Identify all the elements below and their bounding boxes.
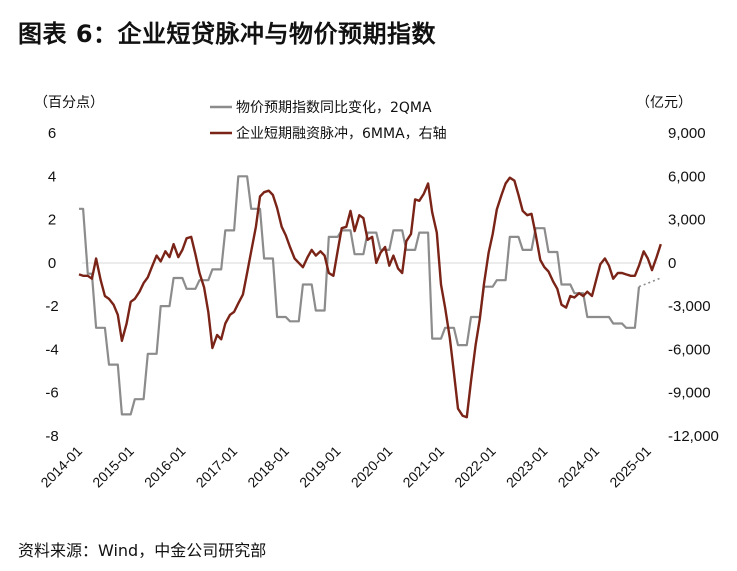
- x-tick-label: 2025-01: [606, 443, 654, 491]
- left-tick-label: 6: [48, 125, 56, 142]
- x-tick-label: 2021-01: [399, 443, 447, 491]
- right-axis-unit: （亿元）: [636, 95, 692, 111]
- right-tick-label: 3,000: [668, 212, 706, 229]
- series-line-price-expectation: [79, 175, 641, 416]
- x-tick-label: 2023-01: [503, 443, 551, 491]
- x-tick-label: 2019-01: [296, 443, 344, 491]
- left-tick-label: -2: [45, 298, 58, 315]
- x-tick-label: 2015-01: [89, 443, 137, 491]
- right-tick-label: 6,000: [668, 168, 706, 185]
- plot-area: [78, 175, 662, 419]
- right-tick-label: 9,000: [668, 125, 706, 142]
- left-tick-label: -8: [45, 428, 58, 445]
- x-tick-label: 2020-01: [348, 443, 396, 491]
- right-tick-label: -6,000: [668, 341, 711, 358]
- left-tick-label: 2: [48, 212, 56, 229]
- left-tick-label: -4: [45, 341, 58, 358]
- legend-label-price-expectation: 物价预期指数同比变化，2QMA: [236, 100, 432, 116]
- left-axis: 6 4 2 0 -2 -4 -6 -8: [45, 125, 58, 445]
- x-tick-label: 2024-01: [555, 443, 603, 491]
- source-note: 资料来源：Wind，中金公司研究部: [18, 541, 267, 560]
- legend-label-credit-impulse: 企业短期融资脉冲，6MMA，右轴: [236, 125, 447, 142]
- series-line-credit-impulse: [78, 176, 662, 419]
- x-tick-label: 2016-01: [141, 443, 189, 491]
- right-tick-label: 0: [668, 255, 676, 272]
- figure-title: 图表 6：企业短贷脉冲与物价预期指数: [18, 20, 437, 48]
- right-tick-label: -3,000: [668, 298, 711, 315]
- right-axis: 9,000 6,000 3,000 0 -3,000 -6,000 -9,000 -12,00…: [668, 125, 719, 445]
- left-tick-label: 0: [48, 255, 56, 272]
- right-tick-label: -12,000: [668, 428, 719, 445]
- left-axis-unit: （百分点）: [34, 95, 104, 111]
- x-tick-label: 2018-01: [244, 443, 292, 491]
- x-tick-label: 2014-01: [37, 443, 85, 491]
- left-tick-label: 4: [48, 168, 56, 185]
- projection-dotted-line: [638, 277, 662, 288]
- x-tick-label: 2017-01: [193, 443, 241, 491]
- x-axis: 2014-01 2015-01 2016-01 2017-01 2018-01 2019-…: [37, 443, 654, 491]
- left-tick-label: -6: [45, 385, 58, 402]
- right-tick-label: -9,000: [668, 385, 711, 402]
- x-tick-label: 2022-01: [451, 443, 499, 491]
- legend: 物价预期指数同比变化，2QMA 企业短期融资脉冲，6MMA，右轴: [210, 100, 447, 142]
